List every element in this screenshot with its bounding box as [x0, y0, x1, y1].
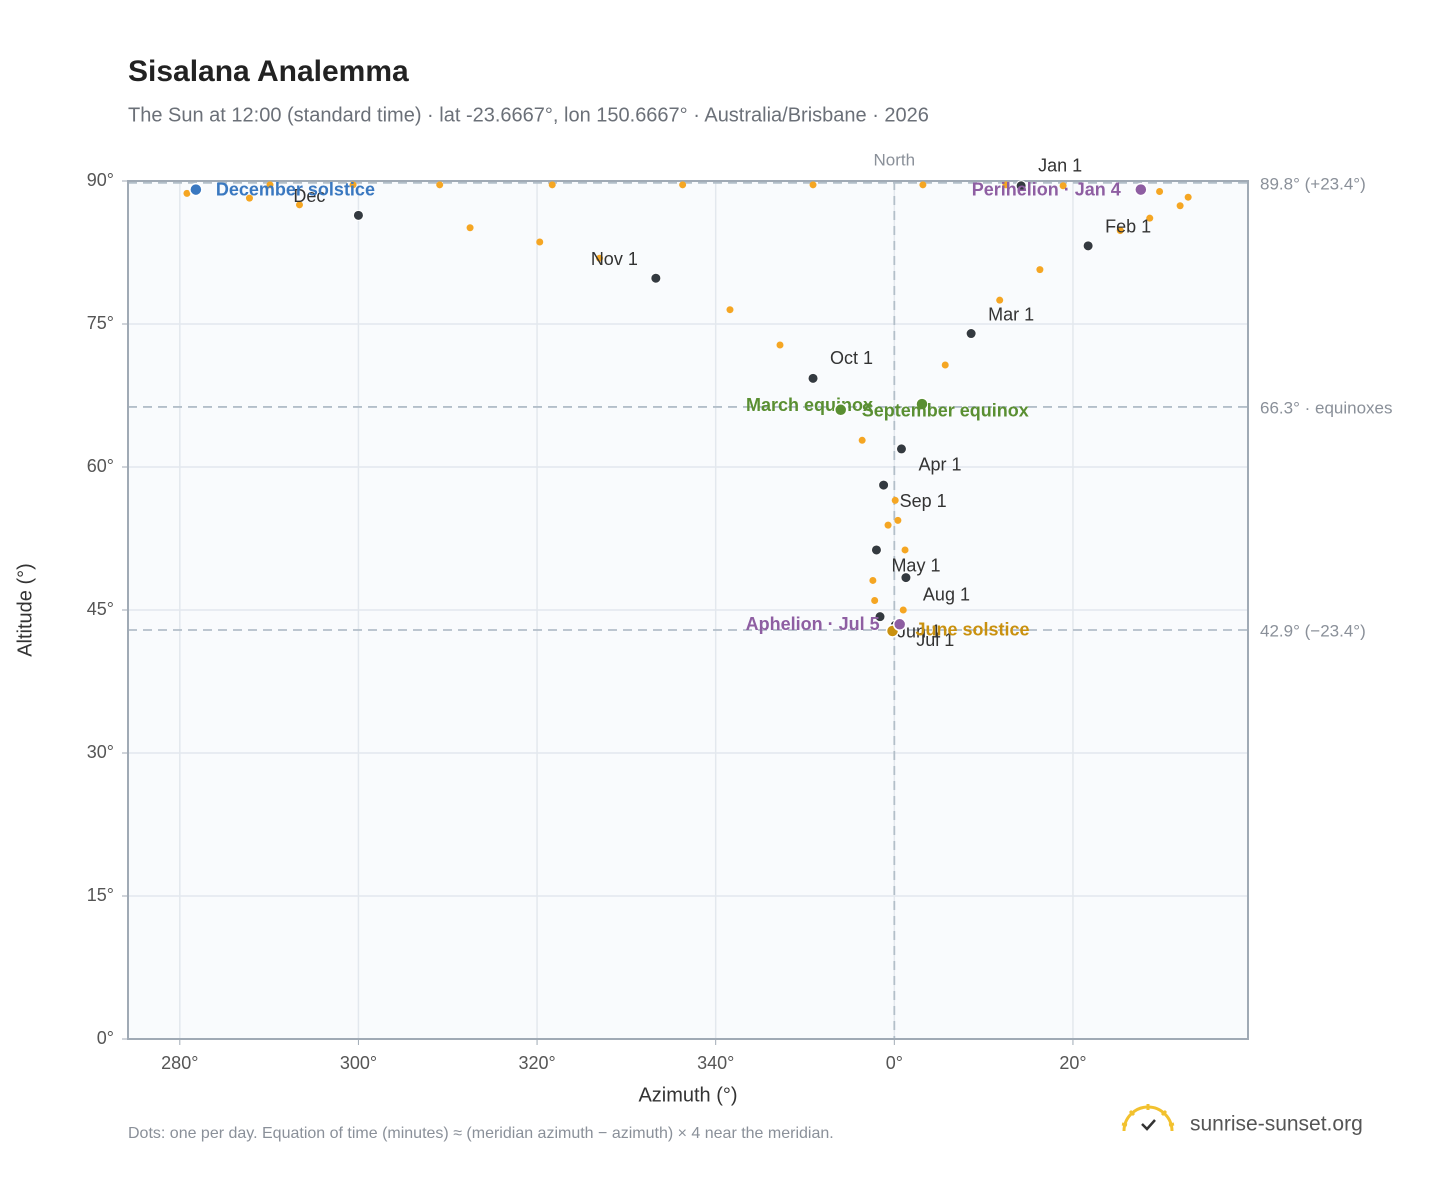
event-label: March equinox — [746, 395, 873, 415]
daily-dot — [1116, 227, 1124, 235]
date-label: Mar 1 — [988, 304, 1034, 324]
daily-dot — [726, 306, 734, 314]
event-marker — [915, 397, 929, 411]
x-tick-label: 280° — [161, 1053, 198, 1073]
date-label: Nov 1 — [591, 249, 638, 269]
date-marker — [900, 572, 912, 584]
date-label: Apr 1 — [918, 455, 961, 475]
event-marker — [189, 182, 203, 197]
date-label: Jun 1 — [897, 621, 941, 641]
date-marker — [352, 209, 364, 221]
daily-dot — [901, 546, 909, 554]
x-tick-label: 320° — [518, 1053, 555, 1073]
y-tick-label: 45° — [87, 599, 114, 619]
daily-dot — [869, 576, 877, 584]
daily-dot — [349, 181, 357, 189]
daily-dot — [183, 189, 191, 197]
date-label: Dec — [293, 186, 325, 206]
x-axis-title: Azimuth (°) — [638, 1084, 737, 1106]
daily-dot — [245, 194, 253, 202]
event-label: Perihelion · Jan 4 — [972, 179, 1121, 199]
daily-dot — [1002, 181, 1010, 189]
event-marker — [833, 403, 848, 417]
event-marker — [1134, 182, 1148, 197]
date-label: Feb 1 — [1105, 217, 1151, 237]
daily-dot — [941, 361, 949, 369]
date-label: Aug 1 — [923, 584, 970, 604]
daily-dot — [809, 181, 817, 189]
event-label: June solstice — [916, 620, 1030, 640]
daily-dot — [858, 436, 866, 444]
reference-label: 42.9° (−23.4°) — [1260, 622, 1366, 641]
y-tick-label: 15° — [87, 885, 114, 905]
daily-dot — [1184, 193, 1192, 201]
daily-dot — [266, 181, 274, 189]
reference-label: 89.8° (+23.4°) — [1260, 174, 1366, 193]
chart-subtitle: The Sun at 12:00 (standard time) · lat -… — [128, 104, 929, 126]
y-tick-label: 90° — [87, 170, 114, 190]
plot-border — [127, 180, 1249, 1040]
event-label: Aphelion · Jul 5 — [746, 614, 880, 634]
daily-dot — [1176, 202, 1184, 210]
event-label: December solstice — [216, 179, 375, 199]
daily-dot — [596, 254, 604, 262]
date-marker — [1015, 180, 1027, 192]
daily-dot — [996, 296, 1004, 304]
daily-dot — [891, 496, 899, 504]
brand-icon — [1121, 1104, 1175, 1132]
daily-dot — [1146, 214, 1154, 222]
y-axis-title: Altitude (°) — [14, 563, 36, 657]
date-marker — [895, 443, 907, 455]
north-label: North — [874, 150, 916, 169]
event-label: September equinox — [862, 401, 1029, 421]
daily-dot — [894, 516, 902, 524]
daily-dot — [548, 181, 556, 189]
date-marker — [870, 544, 882, 556]
brand: sunrise-sunset.org — [1190, 1113, 1363, 1136]
date-marker — [874, 611, 886, 623]
date-label: Oct 1 — [830, 348, 873, 368]
daily-dot — [295, 201, 303, 209]
reference-label: 66.3° · equinoxes — [1260, 398, 1393, 417]
daily-dot — [466, 224, 474, 232]
daily-dot — [871, 596, 879, 604]
x-tick-label: 340° — [697, 1053, 734, 1073]
daily-dot — [899, 606, 907, 614]
date-marker — [807, 372, 819, 384]
chart-title: Sisalana Analemma — [128, 55, 409, 88]
date-marker — [878, 479, 890, 491]
daily-dot — [1156, 187, 1164, 195]
date-marker — [965, 328, 977, 340]
daily-dot — [436, 181, 444, 189]
date-label: Jul 1 — [916, 630, 954, 650]
date-label: Sep 1 — [900, 491, 947, 511]
y-tick-label: 60° — [87, 456, 114, 476]
x-tick-label: 20° — [1059, 1053, 1086, 1073]
y-tick-label: 30° — [87, 742, 114, 762]
daily-dot — [679, 181, 687, 189]
daily-dot — [919, 181, 927, 189]
date-marker — [1082, 240, 1094, 252]
event-marker — [892, 617, 907, 632]
x-tick-label: 0° — [886, 1053, 903, 1073]
date-marker — [650, 272, 662, 284]
date-label: May 1 — [891, 556, 940, 576]
footnote: Dots: one per day. Equation of time (min… — [128, 1125, 834, 1142]
daily-dot — [884, 521, 892, 529]
daily-dot — [776, 341, 784, 349]
y-tick-label: 0° — [97, 1028, 114, 1048]
daily-dot — [1036, 266, 1044, 274]
date-label: Jan 1 — [1038, 156, 1082, 176]
x-tick-label: 300° — [340, 1053, 377, 1073]
daily-dot — [1059, 182, 1067, 190]
y-tick-label: 75° — [87, 313, 114, 333]
daily-dot — [536, 238, 544, 246]
